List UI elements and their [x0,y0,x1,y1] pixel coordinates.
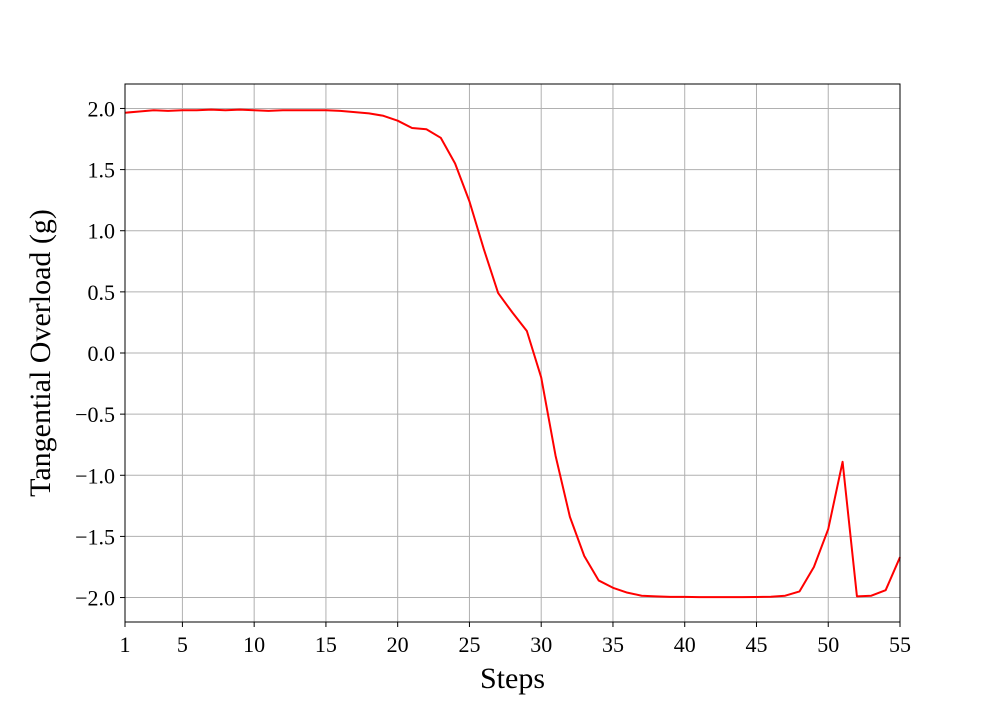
x-tick-label: 50 [817,632,839,657]
y-tick-label: −1.5 [75,524,115,549]
series-layer [124,108,901,599]
y-tick-label: −0.5 [75,402,115,427]
y-tick-label: −2.0 [75,586,115,611]
y-axis-ticks: 2.0 1.5 1.0 0.5 0.0 −0.5 −1.0 −1.5 −2.0 [75,96,125,611]
y-tick-label: 1.0 [88,219,116,244]
x-tick-label: 40 [674,632,696,657]
x-tick-label: 35 [602,632,624,657]
x-tick-label: 15 [315,632,337,657]
x-tick-label: 25 [458,632,480,657]
y-axis-label: Tangential Overload (g) [24,209,57,497]
x-tick-label: 45 [745,632,767,657]
y-tick-label: 0.0 [88,341,116,366]
y-tick-label: 1.5 [88,158,116,183]
x-tick-label: 5 [177,632,188,657]
grid-lines [124,84,901,622]
x-tick-label: 1 [120,632,131,657]
x-tick-label: 55 [889,632,911,657]
x-tick-label: 10 [243,632,265,657]
x-axis-ticks: 1 5 10 15 20 25 30 35 40 45 50 55 [120,622,911,657]
y-tick-label: −1.0 [75,463,115,488]
x-tick-label: 30 [530,632,552,657]
x-axis-label: Steps [480,662,545,695]
x-tick-label: 20 [387,632,409,657]
series-line-0 [124,108,901,599]
y-tick-label: 0.5 [88,280,116,305]
y-tick-label: 2.0 [88,96,116,121]
